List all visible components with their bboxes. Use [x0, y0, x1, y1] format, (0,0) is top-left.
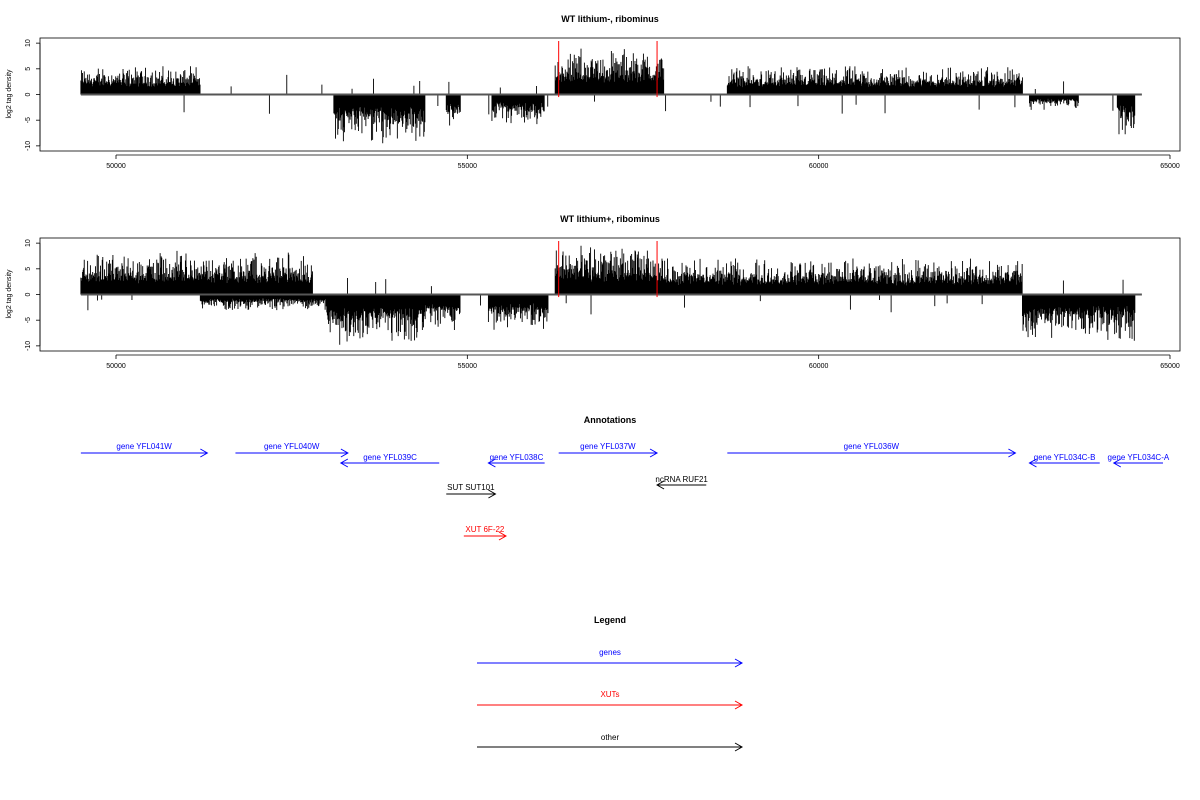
y-axis-label: log2 tag density — [6, 269, 13, 319]
x-tick-label: 65000 — [1160, 363, 1180, 370]
panel-lithium-plus: WT lithium+, ribominus 10 5 0 -5 -10 50000 55… — [6, 214, 1181, 370]
legend-label-genes: genes — [599, 648, 621, 657]
feature-arrowhead — [1112, 458, 1122, 468]
feature-arrowhead — [200, 448, 209, 458]
legend-arrowhead-other — [734, 742, 744, 752]
x-axis: 50000 55000 60000 65000 — [106, 354, 1180, 370]
feature-label: gene YFL040W — [264, 442, 320, 451]
feature-arrowhead — [340, 448, 349, 458]
feature-label: gene YFL034C-B — [1034, 453, 1096, 462]
annotation-feature: gene YFL037W — [558, 442, 659, 458]
annotation-feature: SUT SUT101 — [446, 483, 497, 499]
feature-arrowhead — [498, 531, 507, 541]
y-tick-label: -5 — [25, 317, 32, 323]
feature-arrowhead — [339, 458, 349, 468]
annotation-feature: XUT 6F-22 — [463, 525, 507, 541]
annotations-title: Annotations — [584, 415, 637, 425]
legend-arrowhead-genes — [734, 658, 744, 668]
x-axis: 50000 55000 60000 65000 — [106, 154, 1180, 170]
feature-label: gene YFL036W — [844, 442, 900, 451]
x-tick-label: 50000 — [106, 363, 126, 370]
y-tick-label: 5 — [25, 267, 32, 271]
feature-label: gene YFL041W — [116, 442, 172, 451]
coverage-bars — [80, 245, 1136, 345]
legend-title: Legend — [594, 615, 626, 625]
panel-lithium-minus: WT lithium-, ribominus 10 5 0 -5 -10 50000 55… — [6, 14, 1181, 170]
feature-arrowhead — [487, 458, 496, 468]
y-axis: 10 5 0 -5 -10 — [25, 239, 41, 351]
coverage-path — [80, 48, 1136, 144]
annotation-feature: gene YFL040W — [235, 442, 349, 458]
y-tick-label: -10 — [25, 141, 32, 151]
annotation-feature: gene YFL034C-B — [1028, 453, 1100, 468]
annotation-feature: gene YFL034C-A — [1108, 453, 1170, 468]
y-tick-label: 10 — [25, 239, 32, 247]
feature-arrowhead — [656, 480, 665, 490]
y-tick-label: -5 — [25, 117, 32, 123]
x-tick-label: 65000 — [1160, 163, 1180, 170]
tag-marks — [558, 41, 658, 98]
annotation-feature: gene YFL039C — [339, 453, 440, 468]
legend-label-xuts: XUTs — [600, 690, 619, 699]
feature-label: gene YFL038C — [490, 453, 544, 462]
annotation-features: gene YFL041W gene YFL040W gene YFL039C gene… — [80, 442, 1170, 541]
coverage-path — [80, 245, 1136, 345]
x-tick-label: 60000 — [809, 363, 829, 370]
annotation-feature: gene YFL036W — [727, 442, 1017, 458]
y-tick-label: 5 — [25, 67, 32, 71]
y-axis-label: log2 tag density — [6, 69, 13, 119]
feature-label: ncRNA RUF21 — [655, 475, 708, 484]
y-tick-label: 10 — [25, 39, 32, 47]
feature-label: gene YFL037W — [580, 442, 636, 451]
feature-label: SUT SUT101 — [447, 483, 495, 492]
feature-label: XUT 6F-22 — [465, 525, 505, 534]
coverage-bars — [80, 48, 1136, 144]
panel-title: WT lithium-, ribominus — [561, 14, 659, 24]
annotation-feature: gene YFL041W — [80, 442, 209, 458]
x-tick-label: 55000 — [458, 363, 478, 370]
annotation-feature: ncRNA RUF21 — [655, 475, 708, 490]
x-tick-label: 50000 — [106, 163, 126, 170]
y-axis: 10 5 0 -5 -10 — [25, 39, 41, 151]
feature-arrowhead — [1008, 448, 1017, 458]
feature-label: gene YFL034C-A — [1108, 453, 1170, 462]
panel-title: WT lithium+, ribominus — [560, 214, 660, 224]
annotations-track: Annotations gene YFL041W gene YFL040Wgene… — [80, 415, 1170, 541]
legend-label-other: other — [601, 733, 620, 742]
y-tick-label: -10 — [25, 341, 32, 351]
legend-arrowhead-xuts — [734, 700, 744, 710]
y-tick-label: 0 — [25, 92, 32, 96]
annotation-feature: gene YFL038C — [487, 453, 545, 468]
feature-arrowhead — [488, 489, 497, 499]
y-tick-label: 0 — [25, 292, 32, 296]
x-tick-label: 60000 — [809, 163, 829, 170]
x-tick-label: 55000 — [458, 163, 478, 170]
feature-arrowhead — [649, 448, 659, 458]
feature-arrowhead — [1028, 458, 1037, 468]
tag-marks — [558, 241, 658, 298]
legend: Legend genes XUTs other — [477, 615, 744, 752]
feature-label: gene YFL039C — [363, 453, 417, 462]
